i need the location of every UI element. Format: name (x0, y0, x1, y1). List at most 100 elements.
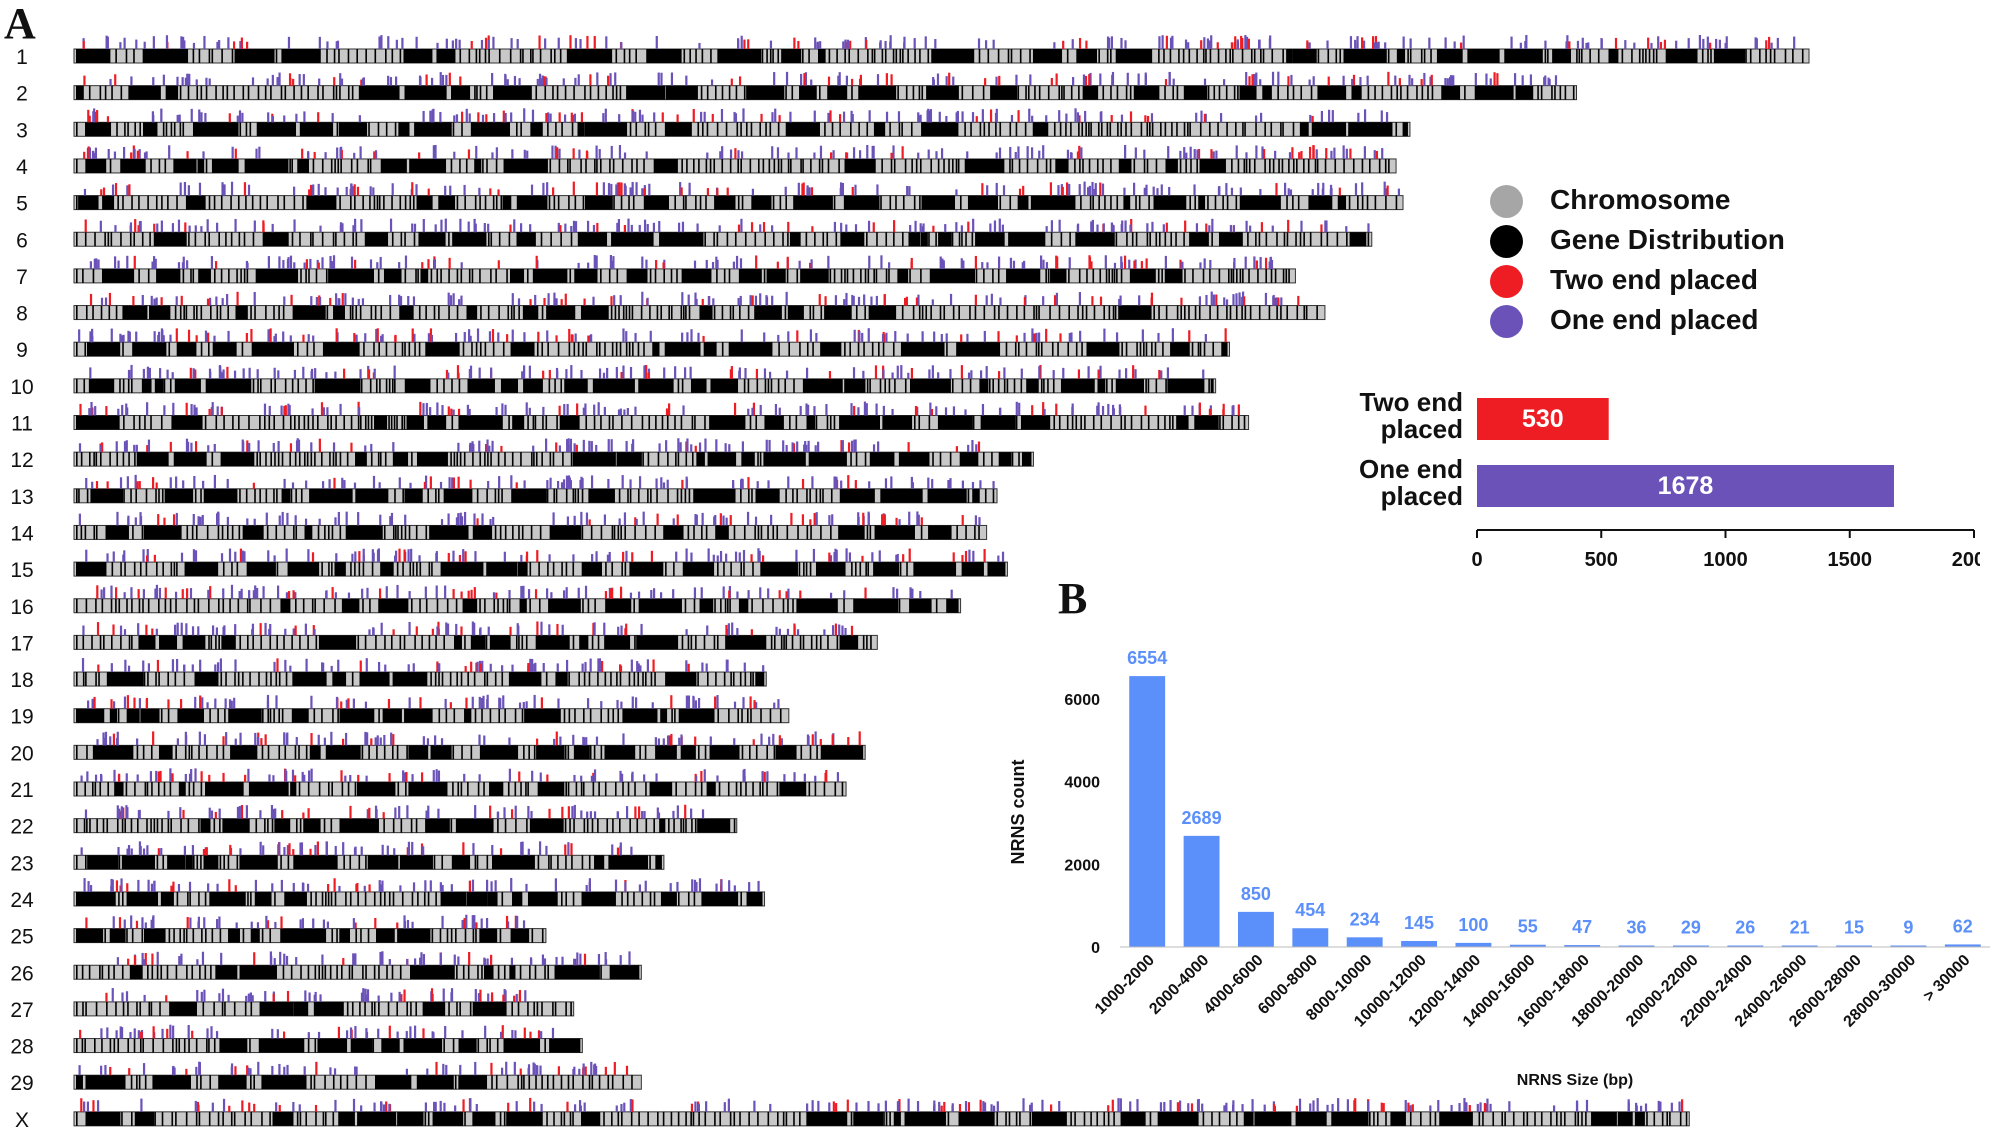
one-end-marker (697, 332, 700, 343)
gene-line (1237, 158, 1240, 173)
two-end-marker (491, 329, 495, 343)
gene-line (283, 635, 285, 650)
gene-block (508, 672, 542, 687)
one-end-marker (935, 406, 938, 416)
gene-line (209, 708, 211, 723)
one-end-marker (511, 293, 514, 306)
gene-line (84, 782, 86, 796)
one-end-marker (595, 551, 598, 563)
one-end-marker (983, 330, 986, 343)
gene-block (1006, 268, 1041, 283)
one-end-marker (997, 555, 1000, 563)
gene-block (880, 488, 923, 503)
gene-line (396, 415, 398, 430)
gene-line (492, 195, 495, 210)
one-end-marker (787, 588, 790, 599)
one-end-marker (548, 554, 551, 563)
gene-line (1038, 85, 1041, 100)
one-end-marker (217, 512, 220, 526)
gene-line (455, 598, 458, 613)
gene-line (121, 818, 124, 833)
one-end-marker (634, 406, 637, 416)
gene-block (138, 635, 156, 650)
one-end-marker (437, 808, 440, 819)
gene-line (1621, 49, 1624, 63)
gene-line (488, 49, 490, 63)
one-end-marker (906, 185, 909, 196)
gene-line (819, 488, 822, 503)
gene-line (970, 122, 972, 137)
two-end-marker (489, 188, 492, 196)
gene-line (192, 268, 195, 283)
one-end-marker (1118, 369, 1121, 379)
gene-line (958, 305, 960, 320)
two-end-marker (367, 369, 371, 379)
gene-line (451, 415, 454, 430)
one-end-marker (916, 511, 919, 526)
two-end-marker (222, 772, 225, 782)
one-end-marker (584, 403, 587, 416)
one-end-marker (602, 182, 605, 196)
one-end-marker (1271, 71, 1275, 86)
one-end-marker (488, 445, 491, 453)
gene-line (541, 305, 544, 320)
gene-line (629, 122, 632, 137)
one-end-marker (491, 72, 494, 86)
one-end-marker (732, 261, 736, 269)
two-end-marker (214, 811, 217, 819)
one-end-marker (734, 113, 738, 123)
gene-line (499, 525, 502, 540)
two-end-marker (799, 590, 802, 599)
gene-block (92, 745, 134, 760)
two-end-marker (527, 665, 530, 673)
one-end-marker (970, 370, 973, 379)
gene-line (1288, 268, 1290, 283)
one-end-marker (771, 146, 774, 159)
gene-line (76, 268, 78, 283)
two-end-marker (915, 297, 919, 306)
gene-block (789, 232, 801, 247)
gene-block (715, 525, 729, 540)
gene-line (161, 488, 164, 503)
gene-line (1229, 49, 1232, 63)
one-end-marker (1111, 74, 1114, 86)
one-end-marker (303, 774, 306, 782)
gene-line (485, 635, 488, 650)
gene-line (506, 268, 508, 283)
one-end-marker (372, 475, 376, 489)
gene-line (379, 452, 382, 467)
one-end-marker (785, 71, 789, 86)
two-end-marker (734, 148, 737, 159)
gene-line (1043, 378, 1045, 393)
gene-line (351, 672, 354, 687)
gene-line (608, 415, 611, 430)
one-end-marker (568, 477, 571, 489)
gene-line (453, 452, 456, 467)
one-end-marker (690, 329, 693, 343)
one-end-marker (519, 223, 523, 233)
gene-line (270, 85, 272, 100)
gene-line (549, 158, 552, 173)
one-end-marker (1038, 366, 1041, 379)
chromosome-label: 17 (10, 632, 33, 655)
two-end-marker (264, 734, 267, 746)
one-end-marker (590, 441, 593, 453)
one-end-marker (1429, 76, 1432, 86)
gene-line (1212, 342, 1215, 357)
two-end-marker (452, 589, 455, 599)
gene-line (975, 268, 978, 283)
one-end-marker (678, 737, 681, 746)
gene-line (983, 122, 986, 137)
two-end-marker (535, 255, 538, 269)
gene-block (1218, 232, 1243, 247)
one-end-marker (1137, 73, 1140, 86)
one-end-marker (760, 733, 763, 746)
one-end-marker (230, 700, 233, 709)
chromosome-3 (73, 108, 1411, 137)
one-end-marker (394, 76, 398, 86)
one-end-marker (207, 589, 210, 599)
one-end-marker (961, 480, 964, 489)
one-end-marker (435, 551, 438, 563)
two-end-marker (1264, 257, 1268, 269)
gene-line (416, 562, 418, 577)
